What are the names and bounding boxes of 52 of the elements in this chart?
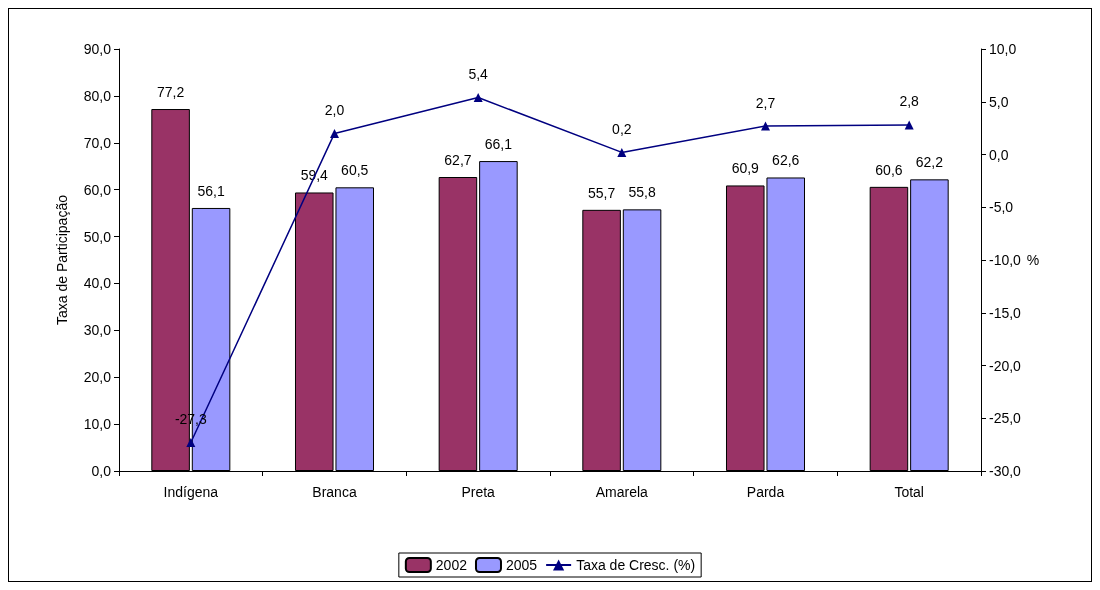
data-label: 60,6: [875, 161, 903, 178]
data-label: 62,2: [915, 154, 944, 171]
data-label: 2,0: [324, 101, 345, 118]
y2-tick-label: 10,0: [989, 41, 1017, 57]
data-label: 5,4: [468, 66, 489, 83]
x-tick-label: Total: [894, 484, 924, 500]
x-tick-label: Amarela: [595, 484, 649, 500]
point: [473, 93, 483, 103]
y-tick-label: 0,0: [91, 463, 112, 479]
y-tick-label: 20,0: [83, 369, 112, 386]
x-tick-label: Preta: [461, 484, 496, 500]
y-tick-label: 90,0: [83, 41, 112, 57]
x-tick-label: Branca: [312, 484, 357, 500]
point: [617, 147, 627, 157]
y-tick-label: 40,0: [83, 275, 112, 292]
legend-label: Taxa de Cresc. (%): [576, 557, 696, 573]
data-label: 77,2: [156, 84, 185, 101]
y2-tick-label: -25,0: [989, 410, 1022, 427]
data-label: 60,9: [731, 160, 760, 177]
y-tick-label: 60,0: [83, 181, 112, 198]
y2-tick-label: -5,0: [989, 199, 1014, 216]
data-label: -27,3: [174, 411, 207, 428]
y-axis-title: Taxa de Participação: [54, 194, 70, 325]
y-tick-label: 10,0: [83, 416, 112, 433]
x-tick-label: Parda: [746, 484, 785, 500]
y-tick-label: 70,0: [83, 134, 112, 151]
data-label: 56,1: [197, 182, 225, 199]
data-label: 62,6: [772, 152, 800, 169]
data-label: 0,2: [612, 120, 632, 137]
data-label: 62,7: [444, 152, 472, 169]
y2-tick-label: 0,0: [989, 146, 1009, 163]
legend-label: 2005: [505, 557, 538, 573]
y2-tick-label: -15,0: [989, 304, 1022, 321]
point: [330, 128, 339, 138]
data-label: 66,1: [484, 136, 513, 153]
data-label: 2,8: [899, 93, 920, 110]
y2-axis-title: %: [1026, 252, 1040, 268]
data-label: 55,8: [628, 184, 656, 201]
y-tick-label: 30,0: [83, 322, 112, 339]
y-tick-label: 80,0: [83, 87, 112, 104]
y-tick-label: 50,0: [83, 228, 112, 245]
legend-label: 2002: [435, 557, 468, 573]
data-label: 60,5: [341, 162, 369, 179]
point: [761, 121, 770, 131]
data-label: 2,7: [755, 94, 776, 111]
x-tick-label: Indígena: [163, 484, 219, 500]
point: [186, 438, 196, 448]
data-label: 55,7: [587, 184, 616, 201]
y2-tick-label: -10,0: [989, 252, 1022, 268]
y2-tick-label: -30,0: [989, 463, 1022, 479]
y2-tick-label: -20,0: [989, 357, 1022, 374]
y2-tick-label: 5,0: [989, 93, 1009, 110]
